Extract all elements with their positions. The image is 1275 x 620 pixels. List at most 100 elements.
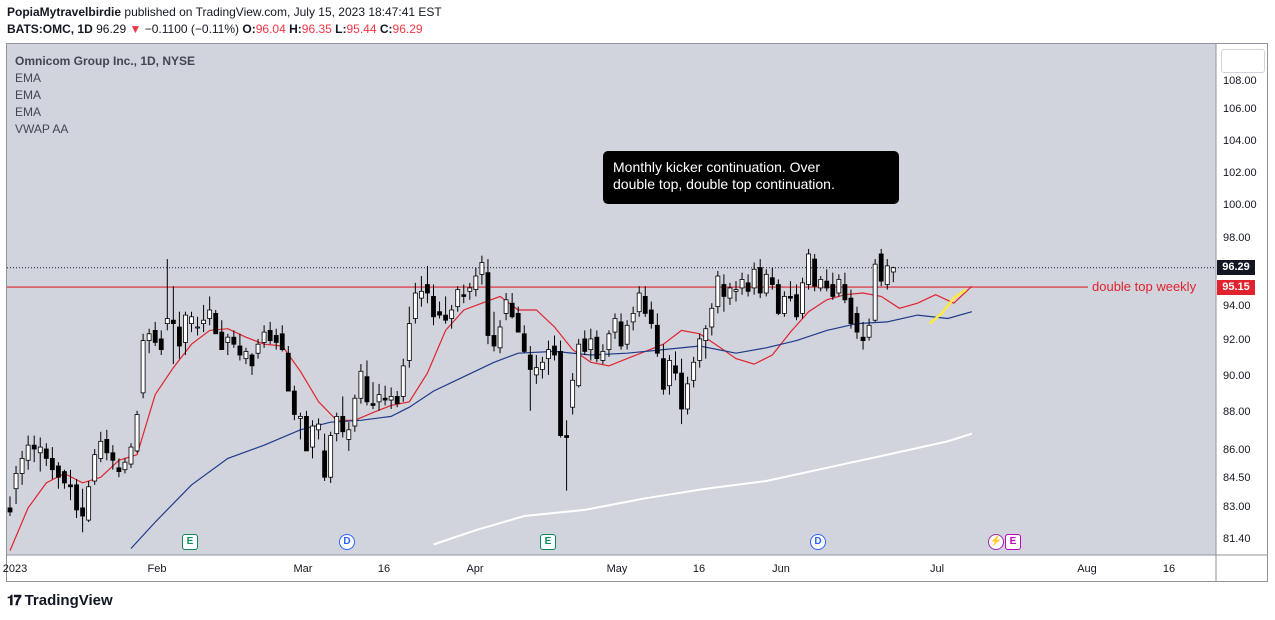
open-value: 96.04: [255, 22, 286, 36]
time-tick-label: Aug: [1077, 563, 1097, 575]
candle-down: [116, 467, 122, 472]
candle-up: [818, 279, 824, 289]
legend-ema-slow[interactable]: EMA: [15, 105, 42, 119]
candle-down: [68, 484, 73, 488]
annotation-callout[interactable]: Monthly kicker continuation. Over double…: [603, 151, 899, 204]
annotation-line-2: double top, double top continuation.: [613, 176, 835, 192]
tradingview-logo-icon: 𝟏𝟕: [7, 592, 22, 608]
candle-down: [648, 309, 654, 324]
candle-down: [237, 345, 243, 356]
candle-up: [667, 360, 672, 387]
publisher-name[interactable]: PopiaMytravelbirdie: [7, 5, 122, 19]
high-label: H:: [289, 22, 302, 36]
candle-down: [830, 284, 836, 297]
high-value: 96.35: [301, 22, 332, 36]
candle-up: [352, 397, 358, 427]
candle-down: [104, 439, 110, 454]
candle-down: [527, 354, 533, 370]
time-tick-label: 16: [377, 563, 391, 575]
earnings-event-icon[interactable]: E: [182, 534, 198, 550]
candle-down: [43, 448, 49, 459]
candle-up: [310, 425, 315, 448]
time-tick-label: 16: [1162, 563, 1176, 575]
candle-down: [231, 336, 237, 345]
level-price-tag: 95.15: [1217, 280, 1255, 295]
annotation-line-1: Monthly kicker continuation. Over: [613, 159, 820, 175]
candle-up: [540, 361, 545, 370]
candle-up: [164, 318, 170, 324]
candle-down: [219, 331, 225, 351]
candle-up: [13, 473, 19, 490]
candle-up: [739, 279, 745, 289]
candle-down: [485, 272, 491, 336]
candle-up: [691, 361, 697, 381]
candle-down: [509, 302, 515, 318]
candle-up: [479, 262, 485, 275]
candle-up: [189, 316, 194, 324]
candle-up: [703, 328, 709, 342]
candle-down: [854, 312, 860, 333]
candle-up: [207, 309, 213, 319]
ticker-label: BATS:OMC, 1D: [7, 22, 93, 36]
time-tick-label: Jun: [772, 563, 790, 575]
legend-ema-mid[interactable]: EMA: [15, 88, 42, 102]
candle-down: [673, 365, 678, 374]
candle-down: [158, 338, 164, 351]
candle-down: [62, 471, 67, 484]
price-scale-settings-button[interactable]: [1221, 49, 1265, 73]
close-label: C:: [379, 22, 393, 36]
candle-down: [56, 465, 61, 478]
candle-up: [316, 423, 321, 431]
earnings-event-icon[interactable]: E: [540, 534, 556, 550]
candle-up: [467, 287, 473, 292]
split-event-icon[interactable]: ⚡: [988, 534, 1004, 550]
candle-up: [388, 396, 394, 401]
candle-down: [170, 319, 176, 325]
series-line-ema-mid: [130, 311, 973, 549]
candle-up: [346, 429, 352, 440]
candle-down: [491, 335, 497, 347]
candle-down: [521, 333, 527, 352]
ohlc-line: BATS:OMC, 1D 96.29 ▼ −0.1100 (−0.11%) O:…: [7, 22, 423, 36]
price-tick-label: 98.00: [1223, 231, 1251, 244]
candle-down: [757, 267, 763, 294]
candle-down: [370, 403, 376, 406]
candle-up: [733, 289, 739, 292]
candle-down: [842, 284, 848, 301]
candle-up: [25, 444, 31, 461]
price-tick-label: 86.00: [1223, 443, 1251, 456]
dividend-event-icon[interactable]: D: [339, 534, 355, 550]
candle-up: [576, 343, 582, 387]
candle-up: [98, 440, 104, 459]
candle-down: [213, 312, 219, 335]
legend-vwap[interactable]: VWAP AA: [15, 122, 69, 136]
earnings-event-icon[interactable]: E: [1005, 534, 1021, 550]
time-tick-label: Apr: [466, 563, 484, 575]
candle-up: [533, 367, 539, 376]
last-price-tag: 96.29: [1217, 260, 1255, 275]
candle-up: [255, 343, 261, 354]
low-value: 95.44: [346, 22, 377, 36]
candle-down: [594, 336, 600, 360]
candle-up: [715, 275, 721, 308]
candle-up: [636, 292, 642, 313]
time-tick-label: Feb: [147, 563, 167, 575]
time-axis-background: [7, 555, 1268, 582]
price-tick-label: 94.00: [1223, 299, 1251, 312]
time-tick-label: 16: [692, 563, 706, 575]
candle-up: [503, 299, 509, 314]
candle-down: [775, 284, 781, 314]
tradingview-brand: TradingView: [24, 592, 113, 609]
candle-up: [195, 326, 200, 329]
candle-up: [19, 458, 25, 474]
candle-down: [176, 326, 182, 347]
candle-down: [515, 312, 521, 333]
candle-down: [437, 311, 442, 316]
series-line-ema-fast: [9, 285, 973, 551]
dividend-event-icon[interactable]: D: [810, 534, 826, 550]
tradingview-logo[interactable]: 𝟏𝟕 TradingView: [7, 592, 113, 609]
candle-up: [763, 273, 769, 294]
legend-ema-fast[interactable]: EMA: [15, 71, 42, 85]
candle-down: [788, 296, 793, 299]
